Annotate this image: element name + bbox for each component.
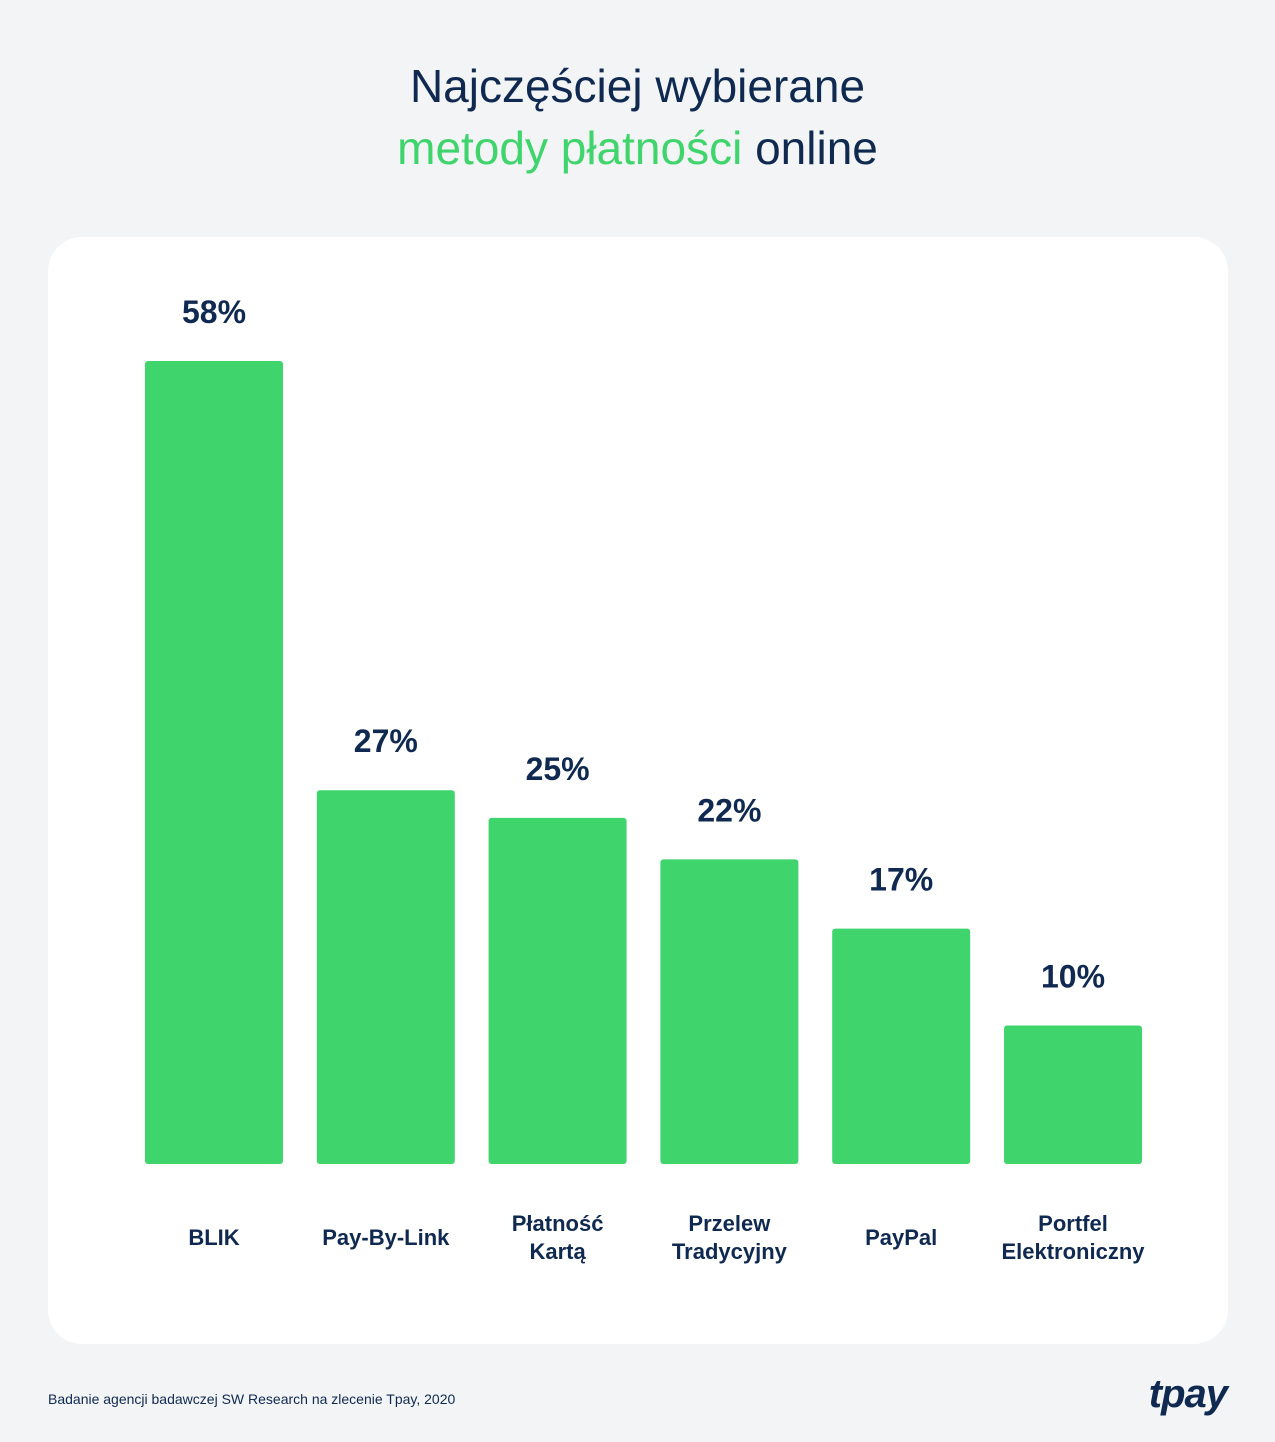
value-label-3: 22% — [697, 792, 761, 828]
category-label-0: BLIK — [188, 1225, 239, 1250]
bar-3 — [660, 859, 799, 1164]
bar-chart: 58% BLIK 27% Pay-By-Link 25% Płatność Kartą 22%… — [145, 294, 1145, 1264]
category-label-1: Pay-By-Link — [322, 1225, 450, 1250]
value-label-1: 27% — [354, 723, 418, 759]
category-label-4: PayPal — [865, 1225, 937, 1250]
bar-4 — [832, 928, 971, 1164]
value-label-4: 17% — [869, 862, 933, 898]
title-rest: online — [755, 122, 878, 174]
chart-title: Najczęściej wybierane metody płatności o… — [0, 55, 1275, 179]
title-line-2: metody płatności online — [0, 117, 1275, 179]
bar-1 — [316, 790, 455, 1164]
value-label-2: 25% — [526, 751, 590, 787]
chart-card: 58% BLIK 27% Pay-By-Link 25% Płatność Kartą 22%… — [48, 237, 1228, 1344]
value-label-5: 10% — [1041, 959, 1105, 995]
source-note: Badanie agencji badawczej SW Research na… — [48, 1391, 456, 1407]
category-label-3: Przelew Tradycyjny — [672, 1211, 788, 1264]
title-line-1: Najczęściej wybierane — [409, 60, 866, 112]
bar-2 — [488, 817, 627, 1164]
category-label-5: Portfel Elektroniczny — [1001, 1211, 1145, 1264]
bar-0 — [145, 361, 283, 1164]
tpay-logo: tpay — [1148, 1372, 1228, 1416]
category-label-2: Płatność Kartą — [512, 1211, 604, 1264]
title-accent: metody płatności — [397, 122, 743, 174]
bar-5 — [1004, 1025, 1142, 1164]
value-label-0: 58% — [182, 294, 246, 330]
